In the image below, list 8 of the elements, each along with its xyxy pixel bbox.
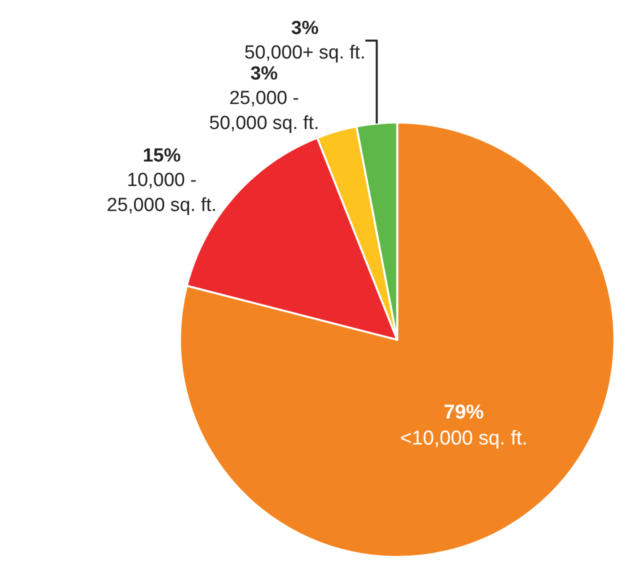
slice-label: 25,000 - 50,000 sq. ft. xyxy=(209,88,320,134)
slice-label: 50,000+ sq. ft. xyxy=(244,42,366,64)
slice-label: 10,000 - 25,000 sq. ft. xyxy=(106,170,217,216)
slice-label: <10,000 sq. ft. xyxy=(400,428,528,450)
data-label: 15% xyxy=(142,146,181,167)
data-label: 79% xyxy=(444,402,484,424)
data-label: 3% xyxy=(291,18,319,39)
data-label: 3% xyxy=(250,64,278,85)
